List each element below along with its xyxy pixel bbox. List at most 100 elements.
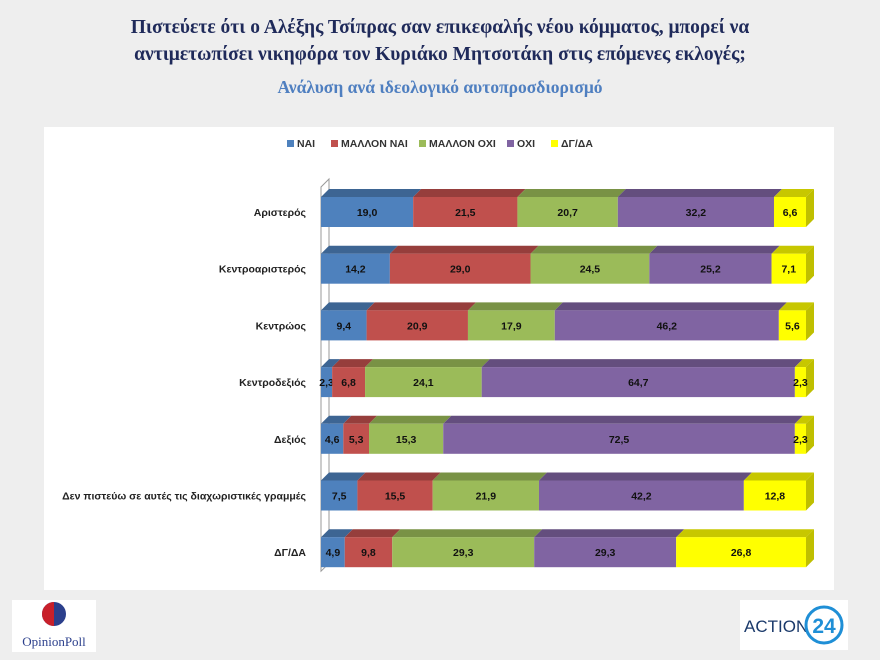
bar-top-face [389, 245, 539, 254]
bar-segment [534, 537, 677, 568]
legend-swatch [551, 140, 558, 147]
data-label: 42,2 [631, 491, 652, 503]
data-label: 64,7 [628, 377, 649, 389]
data-label: 9,4 [336, 320, 351, 332]
bar-top-face [365, 359, 490, 368]
bar-segment [321, 367, 333, 398]
category-label: Δεξιός [274, 434, 307, 446]
category-label: Αριστερός [254, 207, 307, 219]
bar-segment [321, 310, 367, 341]
data-label: 12,8 [765, 491, 786, 503]
bar-segment [321, 480, 358, 511]
title-line-1: Πιστεύετε ότι ο Αλέξης Τσίπρας σαν επικε… [130, 17, 750, 38]
bar-segment [389, 253, 531, 284]
bar-top-face [778, 302, 814, 311]
bar-segment [778, 310, 806, 341]
data-label: 9,8 [361, 547, 376, 559]
chart-subtitle: Ανάλυση ανά ιδεολογικό αυτοπροσδιορισμό [277, 77, 603, 97]
data-label: 46,2 [657, 320, 678, 332]
data-label: 5,6 [785, 320, 800, 332]
bar-top-face [467, 302, 563, 311]
category-label: Δεν πιστεύω σε αυτές τις διαχωριστικές γ… [62, 491, 306, 503]
bar-top-face [366, 302, 476, 311]
bar-segment [467, 310, 555, 341]
bar-segment [554, 310, 779, 341]
legend-label: ΔΓ/ΔΑ [561, 138, 593, 150]
bar-segment [530, 253, 650, 284]
data-label: 20,7 [557, 207, 578, 219]
data-label: 26,8 [731, 547, 752, 559]
bar-segment [321, 537, 345, 568]
bar-top-face [321, 302, 375, 311]
bar-side-face [806, 472, 814, 511]
bar-top-face [432, 472, 547, 481]
bar-side-face [806, 302, 814, 341]
chart-area: ΝΑΙ ΜΑΛΛΟΝ ΝΑΙ ΜΑΛΛΟΝ ΟΧΙ ΟΧΙ ΔΓ/ΔΑ Αριστερός… [44, 127, 834, 590]
bar-top-face [413, 189, 526, 197]
bar-top-face [443, 415, 803, 424]
bar-segment [365, 367, 482, 398]
data-label: 72,5 [609, 434, 630, 446]
data-label: 2,3 [793, 377, 808, 389]
bar-top-face [344, 529, 401, 538]
bar-segment [343, 423, 370, 454]
data-label: 6,8 [341, 377, 356, 389]
data-label: 5,3 [349, 434, 364, 446]
bar-segment [676, 537, 806, 568]
bar-top-face [530, 245, 658, 254]
bar-segment [369, 423, 444, 454]
bar-segment [332, 367, 366, 398]
title-line-2: αντιμετωπίσει νικηφόρα τον Κυριάκο Μητσο… [134, 44, 746, 65]
data-label: 21,5 [455, 207, 476, 219]
bar-segment [443, 423, 795, 454]
bar-top-face [321, 245, 398, 254]
bar-segment [344, 537, 393, 568]
bar-top-face [392, 529, 543, 538]
bar-top-face [481, 359, 803, 368]
data-label: 17,9 [501, 320, 522, 332]
category-label: Κεντροαριστερός [219, 264, 307, 276]
bar-side-face [806, 245, 814, 284]
bar-segment [538, 480, 744, 511]
bar-segment [366, 310, 468, 341]
bar-top-face [773, 189, 814, 197]
data-label: 4,9 [326, 547, 341, 559]
legend-label: ΜΑΛΛΟΝ ΟΧΙ [429, 138, 496, 150]
legend-swatch [507, 140, 514, 147]
data-label: 24,5 [580, 264, 601, 276]
data-label: 7,1 [781, 264, 796, 276]
action24-logo-text: ACTION [744, 617, 808, 636]
bar-segment [321, 423, 344, 454]
category-label: ΔΓ/ΔΑ [274, 547, 306, 559]
data-label: 15,5 [385, 491, 406, 503]
bar-segment [413, 197, 518, 227]
data-label: 21,9 [476, 491, 497, 503]
bar-segment [321, 197, 414, 227]
legend-label: ΟΧΙ [517, 138, 535, 150]
data-label: 6,6 [783, 207, 798, 219]
data-label: 29,3 [453, 547, 474, 559]
data-label: 2,3 [319, 377, 334, 389]
bar-side-face [806, 189, 814, 227]
bar-side-face [806, 415, 814, 454]
bar-side-face [806, 529, 814, 568]
bar-top-face [332, 359, 374, 368]
bar-segment [617, 197, 774, 227]
bar-segment [794, 423, 806, 454]
bar-segment [481, 367, 795, 398]
data-label: 25,2 [700, 264, 721, 276]
bar-segment [392, 537, 535, 568]
bar-side-face [806, 359, 814, 398]
bar-top-face [794, 415, 814, 424]
bar-top-face [676, 529, 814, 538]
bar-top-face [794, 359, 814, 368]
bar-top-face [321, 529, 353, 538]
bar-segment [773, 197, 806, 227]
bar-top-face [617, 189, 782, 197]
bar-top-face [538, 472, 752, 481]
action24-logo: ACTION 24 [740, 600, 848, 650]
bar-segment [517, 197, 618, 227]
legend-swatch [419, 140, 426, 147]
data-label: 2,3 [793, 434, 808, 446]
bar-top-face [343, 415, 378, 424]
